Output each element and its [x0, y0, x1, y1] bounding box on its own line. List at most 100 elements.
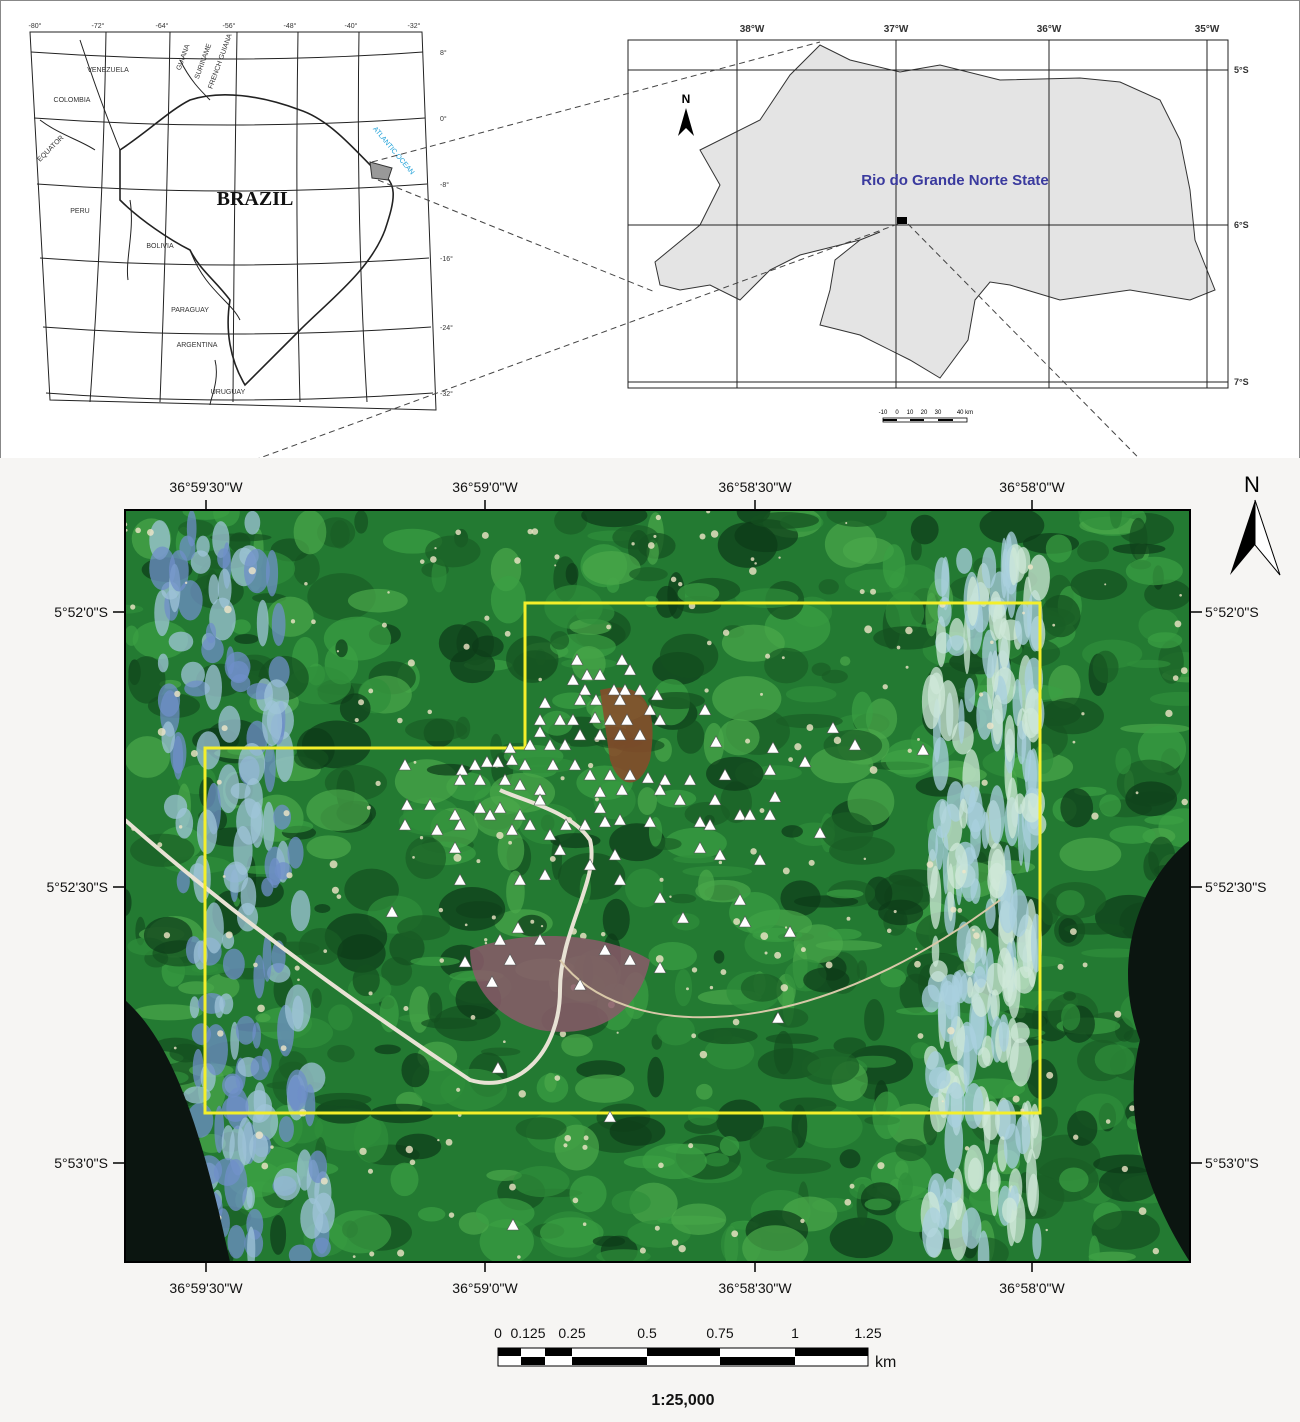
texture [306, 835, 351, 859]
texture [979, 692, 983, 696]
texture [197, 809, 217, 854]
texture [284, 810, 290, 816]
texture [456, 1088, 460, 1092]
texture [554, 554, 559, 559]
texture [582, 1145, 587, 1150]
texture [765, 654, 770, 659]
texture [420, 559, 425, 564]
texture [964, 678, 975, 712]
lat-label-left: 5°52'0"S [54, 604, 108, 620]
texture [711, 530, 719, 538]
texture [760, 932, 768, 940]
texture [932, 737, 948, 791]
texture [516, 1117, 567, 1139]
lon-label: -32° [408, 22, 421, 30]
texture [582, 551, 640, 585]
texture [288, 837, 304, 869]
texture [410, 957, 459, 966]
lon-label-bottom: 36°58'0"W [999, 1280, 1065, 1296]
texture [584, 1135, 589, 1140]
lon-label: -72° [92, 22, 105, 30]
texture [297, 978, 300, 981]
texture [860, 589, 865, 594]
texture [603, 899, 630, 941]
scale-label: 30 [935, 410, 942, 416]
texture [656, 955, 664, 963]
texture [251, 802, 264, 848]
texture [1058, 964, 1064, 970]
texture [412, 856, 415, 859]
texture [327, 1045, 354, 1062]
study-area-marker [897, 217, 907, 224]
texture [1143, 851, 1159, 880]
texture [1106, 1119, 1111, 1124]
texture [593, 1236, 625, 1247]
texture [1028, 554, 1050, 600]
texture [554, 564, 556, 566]
texture [965, 1146, 969, 1150]
texture [222, 725, 228, 731]
lat-label-right: 5°53'0"S [1205, 1155, 1259, 1171]
texture [788, 757, 793, 762]
texture [312, 988, 322, 1008]
texture [538, 678, 542, 682]
texture [446, 1139, 453, 1146]
lon-label: -56° [223, 22, 236, 30]
scale-tick-label: 0 [494, 1325, 502, 1341]
lon-label: -48° [284, 22, 297, 30]
texture [942, 1100, 944, 1102]
lat-label: 7°S [1234, 377, 1249, 387]
texture [1109, 826, 1155, 844]
texture [353, 964, 380, 996]
texture [503, 1040, 506, 1043]
texture [828, 929, 862, 940]
texture [437, 1139, 439, 1141]
texture [696, 1084, 713, 1100]
lon-label: -64° [156, 22, 169, 30]
texture [978, 1047, 991, 1068]
texture [158, 654, 169, 673]
texture [217, 1030, 223, 1036]
texture [984, 1096, 991, 1154]
lon-label: 35°W [1195, 24, 1220, 35]
texture [1005, 715, 1015, 762]
texture [1136, 791, 1139, 794]
texture [671, 577, 676, 582]
texture [750, 512, 819, 529]
figure: -80°-72°-64°-56°-48°-40°-32°8°0°-8°-16°-… [0, 0, 1300, 1422]
texture [671, 1203, 726, 1234]
texture [281, 1045, 287, 1051]
texture [1174, 620, 1181, 627]
texture [196, 536, 210, 557]
texture [648, 542, 655, 549]
texture [1115, 748, 1131, 775]
texture [226, 646, 234, 674]
texture [354, 510, 368, 534]
texture [135, 528, 141, 534]
texture [257, 600, 269, 647]
texture [255, 1013, 270, 1022]
texture [158, 683, 180, 716]
texture [704, 688, 708, 692]
texture [967, 576, 979, 625]
texture [222, 1125, 235, 1160]
texture [174, 1047, 177, 1050]
texture [617, 1032, 619, 1034]
texture [760, 808, 765, 813]
texture [834, 737, 841, 744]
texture [947, 843, 968, 890]
texture [610, 1116, 666, 1145]
texture [330, 520, 349, 548]
texture [294, 748, 329, 769]
texture [204, 1024, 228, 1075]
texture [472, 635, 504, 657]
texture [204, 902, 224, 953]
texture [321, 1178, 328, 1185]
texture [786, 686, 836, 702]
texture [1046, 535, 1072, 563]
texture [196, 731, 220, 769]
texture [264, 744, 276, 792]
texture [1013, 1095, 1020, 1102]
texture [653, 535, 656, 538]
texture [1046, 1072, 1053, 1079]
